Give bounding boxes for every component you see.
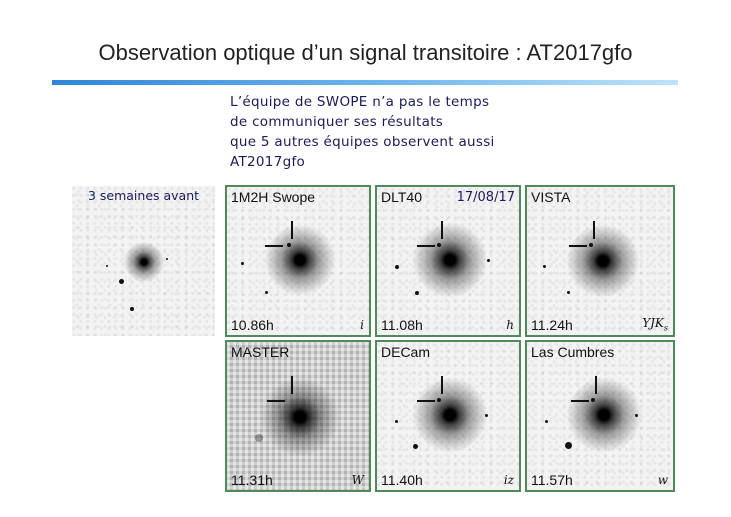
observation-panel-dlt40: DLT40 17/08/17 11.08h h <box>375 185 521 337</box>
marker-vertical <box>441 221 443 239</box>
title-underline <box>52 80 678 85</box>
marker-horizontal <box>417 245 435 247</box>
time-label: 11.40h <box>381 472 423 488</box>
host-galaxy <box>265 225 335 295</box>
host-galaxy <box>567 225 639 297</box>
star <box>565 442 572 449</box>
filter-subscript: s <box>663 323 668 332</box>
observation-panel-vista: VISTA 11.24h YJKs <box>525 185 675 337</box>
star <box>415 291 419 295</box>
time-label: 11.57h <box>531 472 573 488</box>
marker-horizontal <box>569 245 587 247</box>
observation-panel-swope: 1M2H Swope 10.86h i <box>225 185 371 337</box>
intro-line: L’équipe de SWOPE n’a pas le temps <box>230 94 490 110</box>
filter-text: YJK <box>642 315 664 330</box>
time-label: 10.86h <box>231 317 274 333</box>
transient <box>591 398 595 402</box>
marker-horizontal <box>265 245 283 247</box>
star <box>166 258 168 260</box>
star <box>395 265 399 269</box>
intro-text: L’équipe de SWOPE n’a pas le temps de co… <box>230 92 650 172</box>
intro-line: de communiquer ses résultats <box>230 114 444 130</box>
observation-panel-decam: DECam 11.40h iz <box>375 340 521 492</box>
observation-panel-las-cumbres: Las Cumbres 11.57h w <box>525 340 675 492</box>
team-label: Las Cumbres <box>531 344 615 360</box>
transient <box>437 398 441 402</box>
star <box>545 420 548 423</box>
star <box>567 291 570 294</box>
team-label: DLT40 <box>381 189 422 205</box>
host-galaxy <box>261 378 339 456</box>
star <box>485 414 488 417</box>
before-image-panel: 3 semaines avant <box>72 186 215 336</box>
before-caption: 3 semaines avant <box>87 188 200 203</box>
intro-line: que 5 autres équipes observent aussi <box>230 134 495 150</box>
transient <box>287 243 291 247</box>
intro-line: AT2017gfo <box>230 154 306 170</box>
star <box>119 279 124 284</box>
observation-panel-master: MASTER 11.31h W <box>225 340 371 492</box>
team-label: DECam <box>381 344 431 360</box>
star <box>487 259 490 262</box>
filter-label: YJKs <box>642 316 668 332</box>
marker-vertical <box>441 376 443 394</box>
time-label: 11.24h <box>531 317 573 333</box>
filter-label: iz <box>503 473 514 487</box>
star <box>130 307 134 311</box>
marker-vertical <box>595 376 597 394</box>
filter-label: w <box>657 473 668 487</box>
team-label: MASTER <box>231 344 290 360</box>
time-label: 11.31h <box>231 472 273 488</box>
host-galaxy <box>567 378 641 452</box>
date-label: 17/08/17 <box>456 190 515 205</box>
star <box>265 291 268 294</box>
marker-vertical <box>291 376 293 394</box>
slide-title: Observation optique d’un signal transito… <box>98 40 633 65</box>
host-galaxy <box>413 378 487 452</box>
team-label: 1M2H Swope <box>231 189 316 205</box>
marker-horizontal <box>267 400 285 402</box>
star <box>241 262 244 265</box>
filter-label: W <box>351 473 364 487</box>
filter-label: i <box>360 318 364 332</box>
marker-vertical <box>593 221 595 239</box>
marker-horizontal <box>417 400 435 402</box>
star <box>106 265 108 267</box>
star <box>543 265 546 268</box>
transient <box>589 243 593 247</box>
host-galaxy <box>413 223 487 297</box>
star <box>395 420 398 423</box>
marker-vertical <box>291 221 293 239</box>
filter-label: h <box>506 318 514 332</box>
marker-horizontal <box>571 400 589 402</box>
star <box>413 444 418 449</box>
transient <box>437 243 441 247</box>
time-label: 11.08h <box>381 317 423 333</box>
team-label: VISTA <box>531 189 571 205</box>
star <box>635 414 638 417</box>
host-galaxy <box>124 242 164 282</box>
star <box>255 434 263 442</box>
